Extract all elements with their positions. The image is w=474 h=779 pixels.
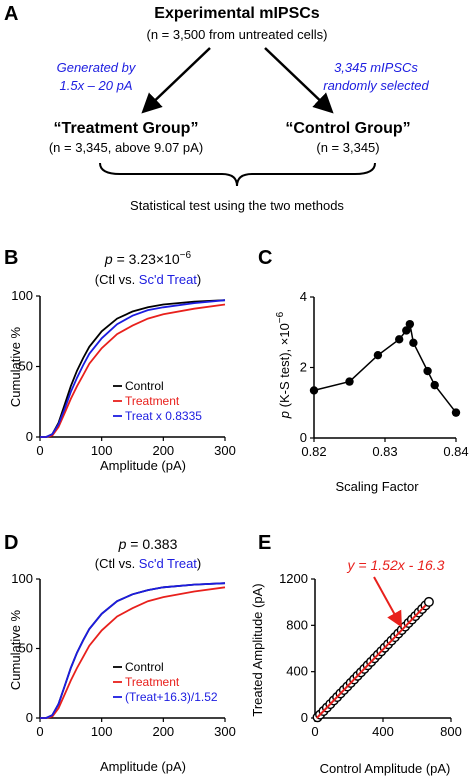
generation-note-line-1: Generated by [57,60,137,75]
panel-b: B p = 3.23×10−6 (Ctl vs. Sc'd Treat) 0 10… [4,247,236,473]
panel-b-x-tick-label: 200 [152,443,174,458]
panel-d-x-tick-label: 300 [214,724,236,739]
panel-c-data-point [395,335,404,344]
panel-c-data-point [409,338,418,348]
panel-e-x-tick-label: 0 [311,724,318,739]
panel-e-fit-line [315,604,427,719]
panel-e-x-tick-label: 800 [440,724,462,739]
panel-c-data-point [430,380,439,390]
panel-d-ylabel: Cumulative % [8,609,23,690]
panel-d-series-line-3 [40,582,226,719]
panel-c-x-tick-label: 0.82 [301,444,326,459]
panel-c-data-point [423,366,432,376]
panel-c-x-tick-label: 0.84 [443,444,468,459]
generation-note-line-2: 1.5x – 20 pA [60,78,133,93]
panel-e: E 0 400 800 0 400 800 1200 Treated Amplitude (… [250,532,462,776]
panel-e-y-tick-label: 1200 [279,571,308,586]
panel-e-y-tick-label: 800 [286,617,308,632]
panel-letter-b: B [4,247,18,269]
panel-c-xlabel: Scaling Factor [335,479,419,494]
treatment-group-subtitle: (n = 3,345, above 9.07 pA) [49,140,203,155]
panel-b-x-tick-label: 300 [214,443,236,458]
panel-b-legend-label-3: Treat x 0.8335 [125,409,202,423]
panel-b-y-tick-label: 0 [26,429,33,444]
panel-d-x-tick-label: 200 [152,724,174,739]
panel-d-series-line-2 [40,586,226,719]
panel-e-x-tick-label: 400 [372,724,394,739]
panel-d-x-tick-label: 0 [36,724,43,739]
fit-equation-label: y = 1.52x - 16.3 [347,557,445,573]
panel-d-y-tick-label: 0 [26,710,33,725]
panel-b-y-tick-label: 50 [19,359,33,374]
panel-d-y-tick-label: 100 [11,571,33,586]
panel-e-y-tick-label: 400 [286,664,308,679]
panel-c-data-point [309,386,319,395]
panel-c-plot: 0.82 0.83 0.84 0 2 4 [300,289,469,459]
panel-c-data-point [373,350,383,360]
treatment-group-title: “Treatment Group” [54,120,199,137]
panel-b-y-tick-label: 100 [11,288,33,303]
panel-e-y-tick-label: 0 [301,710,308,725]
panel-b-comparison: (Ctl vs. Sc'd Treat) [95,272,202,287]
control-group-subtitle: (n = 3,345) [316,140,379,155]
panel-e-ylabel: Treated Amplitude (pA) [250,583,265,716]
panel-b-series-line-3 [40,299,226,438]
panel-a: A Experimental mIPSCs (n = 3,500 from un… [4,3,430,213]
arrow-to-control [264,47,334,114]
panel-d-pvalue: p = 0.383 [118,536,178,552]
panel-b-x-tick-label: 0 [36,443,43,458]
panel-d-plot: 0 100 200 300 0 50 100 ControlTreatment(Treat+1… [11,571,236,739]
panel-letter-e: E [258,532,271,554]
panel-c-data-point [451,408,461,417]
panel-c-series-line [313,321,457,414]
panel-c-y-tick-label: 4 [300,289,307,304]
panel-e-plot: 0 400 800 0 400 800 1200 [279,571,462,739]
arrow-to-treatment [141,47,211,114]
panel-b-series-line-2 [40,303,226,438]
selection-note-line-1: 3,345 mIPSCs [334,60,418,75]
source-subtitle: (n = 3,500 from untreated cells) [146,27,327,42]
panel-letter-c: C [258,247,272,269]
panel-d-comparison: (Ctl vs. Sc'd Treat) [95,556,202,571]
panel-c-y-tick-label: 2 [300,360,307,375]
panel-b-x-tick-label: 100 [91,443,113,458]
panel-d-legend-label-1: Control [125,660,164,674]
panel-d-y-tick-label: 50 [19,641,33,656]
panel-b-xlabel: Amplitude (pA) [100,458,186,473]
combining-brace [99,162,376,187]
panel-e-data-point [423,596,434,607]
panel-b-legend-label-1: Control [125,379,164,393]
source-title: Experimental mIPSCs [154,5,320,22]
panel-d-legend-label-2: Treatment [125,675,180,689]
fit-equation-arrow [373,576,402,628]
panel-e-xlabel: Control Amplitude (pA) [320,761,451,776]
panel-d: D p = 0.383 (Ctl vs. Sc'd Treat) 0 100 200… [4,532,236,774]
panel-c-data-point [405,319,415,329]
panel-b-ylabel: Cumulative % [8,326,23,407]
panel-b-legend-label-2: Treatment [125,394,180,408]
panel-c-data-point [345,377,354,386]
control-group-title: “Control Group” [285,120,410,137]
panel-d-x-tick-label: 100 [91,724,113,739]
panel-c-x-tick-label: 0.83 [372,444,397,459]
method-caption: Statistical test using the two methods [130,198,344,213]
panel-letter-a: A [4,3,18,25]
panel-d-legend-label-3: (Treat+16.3)/1.52 [125,690,218,704]
panel-d-xlabel: Amplitude (pA) [100,759,186,774]
panel-c-ylabel: p (K-S test), ×10−6 [275,311,292,419]
panel-c: C 0.82 0.83 0.84 0 2 4 p (K-S test), ×10−6 Sc… [258,247,469,494]
panel-letter-d: D [4,532,18,554]
panel-c-data-point [402,326,411,335]
selection-note-line-2: randomly selected [323,78,429,93]
panel-b-pvalue: p = 3.23×10−6 [104,250,192,267]
panel-c-y-tick-label: 0 [300,430,307,445]
